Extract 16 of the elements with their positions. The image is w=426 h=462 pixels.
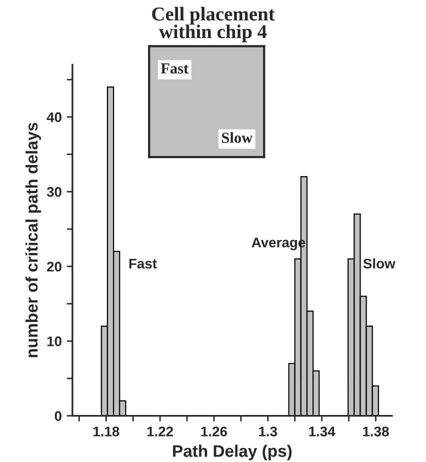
chart-title: Cell placement within chip 4: [152, 6, 275, 42]
annotation: Fast: [129, 258, 157, 269]
annotation: Slow: [363, 258, 396, 269]
y-tick-label: 40: [46, 112, 62, 122]
y-tick-label: 10: [47, 336, 62, 346]
x-tick-label: 1.18: [93, 426, 120, 436]
y-tick-label: 0: [54, 411, 62, 421]
y-axis-title: number of critical path delays: [25, 122, 41, 358]
x-tick-label: 1.26: [201, 426, 227, 436]
x-tick-label: 1.38: [363, 426, 389, 436]
x-axis-title: Path Delay (ps): [173, 444, 292, 460]
y-tick-label: 30: [46, 187, 62, 197]
x-tick-label: 1.34: [309, 426, 336, 436]
x-tick-label: 1.3: [259, 426, 278, 436]
x-tick-label: 1.22: [147, 426, 174, 436]
y-tick-label: 20: [47, 262, 62, 272]
